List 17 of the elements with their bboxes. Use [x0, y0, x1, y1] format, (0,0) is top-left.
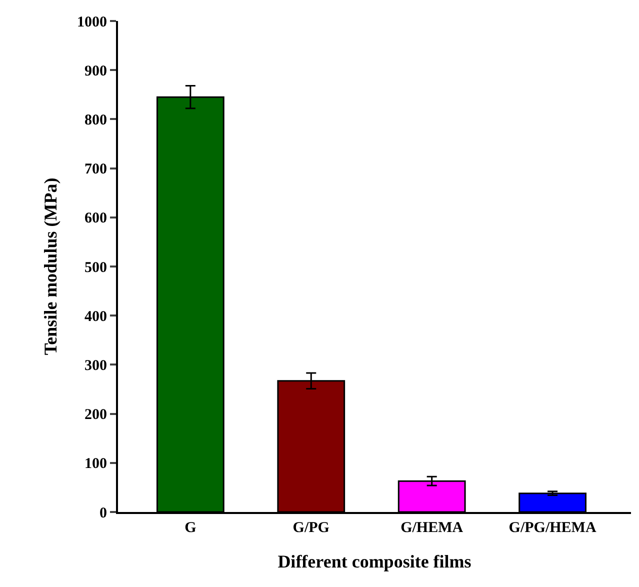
x-tick-label: G/PG: [292, 520, 330, 536]
x-tick-label: G/HEMA: [400, 520, 464, 536]
y-tick-label: 700: [84, 162, 107, 178]
y-axis-title: Tensile modulus (MPa): [40, 178, 61, 356]
x-axis-title: Different composite films: [278, 552, 472, 572]
y-tick-label: 0: [100, 505, 107, 522]
y-tick-label: 800: [84, 112, 107, 128]
y-tick-label: 400: [84, 308, 107, 325]
x-tick-label: G/PG/HEMA: [508, 520, 596, 536]
y-tick-label: 500: [84, 260, 107, 276]
y-tick-label: 600: [84, 210, 107, 227]
y-tick-label: 300: [84, 358, 107, 374]
y-tick-label: 900: [84, 63, 107, 80]
x-tick-label: G: [184, 520, 197, 536]
y-tick-label: 1000: [77, 14, 107, 30]
y-tick-label: 100: [84, 456, 107, 472]
y-tick-label: 200: [84, 407, 107, 424]
